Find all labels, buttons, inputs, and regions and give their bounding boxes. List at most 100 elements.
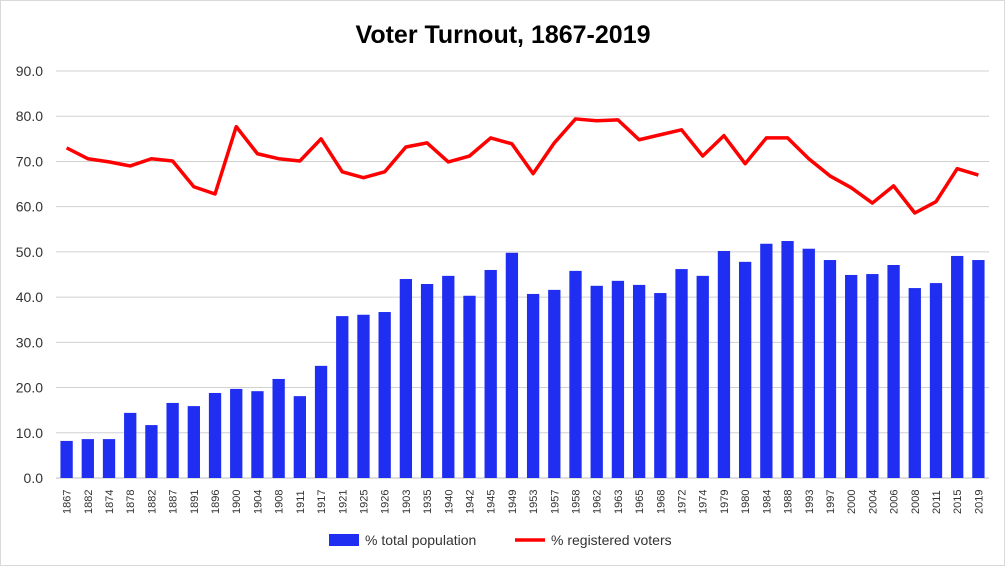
bar — [781, 241, 793, 478]
x-tick-label: 1945 — [486, 490, 498, 514]
x-tick-label: 1921 — [337, 490, 349, 514]
x-tick-label: 1887 — [168, 490, 180, 514]
bar — [972, 260, 984, 478]
x-tick-label: 2008 — [910, 490, 922, 514]
x-tick-label: 1965 — [634, 490, 646, 514]
bar — [909, 288, 921, 478]
bar — [145, 425, 157, 478]
x-tick-label: 2004 — [867, 490, 879, 514]
x-tick-label: 1953 — [528, 490, 540, 514]
x-tick-label: 1988 — [783, 490, 795, 514]
legend-swatch-population — [329, 534, 359, 546]
x-tick-label: 1984 — [761, 490, 773, 514]
x-tick-label: 1882 — [146, 490, 158, 514]
bar — [103, 439, 115, 478]
bar — [845, 275, 857, 478]
bar — [760, 244, 772, 478]
bar — [675, 269, 687, 478]
legend: % total population % registered voters — [329, 532, 672, 548]
bar — [188, 406, 200, 478]
x-tick-label: 1908 — [274, 490, 286, 514]
bar — [612, 281, 624, 478]
x-tick-label: 1974 — [698, 490, 710, 514]
bar — [463, 296, 475, 478]
bar — [251, 391, 263, 478]
bar — [569, 271, 581, 478]
x-tick-label: 1891 — [189, 490, 201, 514]
bar — [357, 315, 369, 478]
x-tick-label: 1882 — [83, 490, 95, 514]
bar — [527, 294, 539, 478]
y-tick-label: 60.0 — [16, 199, 43, 215]
y-tick-label: 30.0 — [16, 334, 43, 350]
x-tick-label: 1900 — [231, 490, 243, 514]
x-tick-label: 1917 — [316, 490, 328, 514]
bar — [718, 251, 730, 478]
x-tick-label: 2000 — [846, 490, 858, 514]
x-tick-label: 1942 — [464, 490, 476, 514]
x-tick-label: 1867 — [62, 490, 74, 514]
y-tick-label: 10.0 — [16, 425, 43, 441]
legend-label-population: % total population — [365, 532, 476, 548]
bar — [485, 270, 497, 478]
x-tick-label: 1957 — [549, 490, 561, 514]
bar — [379, 312, 391, 478]
bar — [506, 253, 518, 478]
legend-label-registered: % registered voters — [551, 532, 672, 548]
x-tick-label: 1874 — [104, 490, 116, 514]
x-tick-label: 1878 — [125, 490, 137, 514]
x-tick-label: 1972 — [677, 490, 689, 514]
x-tick-label: 1963 — [613, 490, 625, 514]
bar — [421, 284, 433, 478]
x-tick-label: 2006 — [889, 490, 901, 514]
bar — [272, 379, 284, 478]
bar — [400, 279, 412, 478]
x-tick-label: 1940 — [443, 490, 455, 514]
x-tick-label: 1949 — [507, 490, 519, 514]
x-tick-label: 1926 — [380, 490, 392, 514]
bar — [336, 316, 348, 478]
y-tick-label: 70.0 — [16, 153, 43, 169]
bar — [124, 413, 136, 478]
bar — [866, 274, 878, 478]
y-tick-label: 80.0 — [16, 108, 43, 124]
y-tick-label: 0.0 — [24, 470, 44, 486]
y-tick-label: 50.0 — [16, 244, 43, 260]
series-line-registered-voters — [67, 119, 979, 213]
bar — [930, 283, 942, 478]
x-tick-label: 1993 — [804, 490, 816, 514]
bar — [697, 276, 709, 478]
y-tick-label: 20.0 — [16, 380, 43, 396]
bar — [60, 441, 72, 478]
x-tick-label: 1979 — [719, 490, 731, 514]
x-tick-label: 1980 — [740, 490, 752, 514]
x-tick-label: 1896 — [210, 490, 222, 514]
bar — [166, 403, 178, 478]
x-tick-label: 2015 — [952, 490, 964, 514]
y-tick-label: 90.0 — [16, 63, 43, 79]
x-tick-label: 1904 — [252, 490, 264, 514]
bar — [230, 389, 242, 478]
bar — [442, 276, 454, 478]
chart-title: Voter Turnout, 1867-2019 — [356, 21, 651, 49]
bar — [633, 285, 645, 478]
x-tick-label: 1935 — [422, 490, 434, 514]
bar — [548, 290, 560, 478]
bar — [315, 366, 327, 478]
bar — [209, 393, 221, 478]
x-tick-label: 1968 — [655, 490, 667, 514]
bar — [887, 265, 899, 478]
x-tick-label: 1911 — [295, 490, 307, 514]
x-tick-label: 1962 — [592, 490, 604, 514]
bar — [824, 260, 836, 478]
bar — [803, 249, 815, 478]
x-tick-label: 1925 — [358, 490, 370, 514]
bar — [82, 439, 94, 478]
bar — [654, 293, 666, 478]
x-tick-label: 1958 — [571, 490, 583, 514]
x-tick-label: 2011 — [931, 490, 943, 514]
bar — [951, 256, 963, 478]
x-tick-label: 1903 — [401, 490, 413, 514]
